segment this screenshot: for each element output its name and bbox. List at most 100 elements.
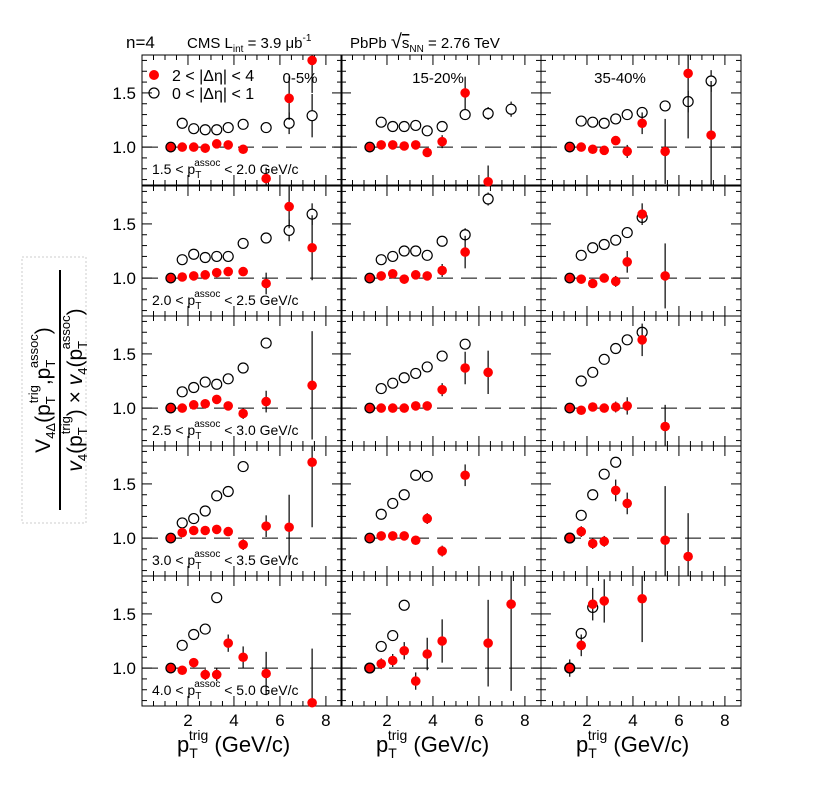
filled-point — [460, 363, 470, 373]
filled-point — [284, 93, 294, 104]
filled-point — [399, 403, 410, 413]
panel-frame — [340, 445, 542, 577]
filled-point — [410, 401, 421, 411]
filled-point — [576, 142, 587, 152]
filled-point — [307, 380, 317, 391]
legend-open-marker — [148, 87, 160, 99]
open-point — [410, 367, 422, 380]
system-label: PbPb √sNN = 2.76 TeV — [350, 31, 500, 55]
open-point — [459, 338, 471, 350]
open-point — [482, 193, 494, 205]
filled-point — [410, 535, 421, 546]
filled-point — [660, 146, 670, 157]
filled-point — [223, 526, 234, 537]
filled-point — [622, 146, 633, 157]
panel-frame — [540, 445, 742, 577]
filled-point — [188, 657, 199, 668]
open-point — [176, 254, 188, 266]
panel-r1-c2 — [540, 185, 742, 317]
open-point — [387, 377, 399, 389]
open-point — [375, 116, 387, 128]
filled-point — [165, 532, 177, 544]
panel-frame — [540, 54, 742, 186]
filled-point — [211, 669, 222, 680]
panel-r1-c1 — [340, 185, 542, 317]
filled-point — [637, 209, 647, 219]
open-point — [199, 505, 211, 517]
panel-frame — [540, 185, 742, 317]
open-point — [659, 100, 671, 112]
filled-point — [188, 400, 199, 410]
filled-point — [483, 638, 493, 648]
filled-point — [211, 139, 222, 149]
open-point — [237, 460, 249, 473]
filled-point — [364, 532, 376, 544]
centrality-label-2: 35-40% — [594, 70, 646, 87]
legend-filled-marker — [149, 70, 159, 80]
y-tick-label: 1.0 — [112, 269, 136, 288]
filled-point — [238, 266, 248, 277]
open-point — [188, 381, 200, 394]
filled-point — [422, 401, 433, 411]
filled-point — [610, 135, 621, 146]
filled-point — [376, 403, 387, 413]
x-tick-label: 2 — [582, 711, 591, 730]
open-point — [587, 242, 599, 254]
filled-point — [307, 242, 317, 253]
y-axis-label-box — [21, 256, 87, 524]
open-point — [575, 249, 587, 261]
y-tick-label: 1.0 — [112, 399, 136, 418]
open-point — [436, 120, 448, 133]
open-point — [188, 628, 200, 641]
panel-r3-c2 — [540, 445, 742, 577]
panel-grid: 1.0 1.5 1.5 < pTassoc < 2.0 GeV/c 1.0 1.5 2.0… — [112, 54, 742, 761]
filled-point — [238, 652, 248, 663]
filled-point — [200, 398, 211, 409]
filled-point — [422, 147, 433, 158]
filled-point — [364, 141, 376, 153]
open-point — [421, 249, 433, 261]
filled-point — [399, 141, 410, 151]
filled-point — [587, 144, 598, 155]
open-point — [211, 490, 223, 502]
filled-point — [564, 662, 576, 674]
filled-point — [376, 658, 387, 669]
open-point — [410, 119, 422, 132]
filled-point — [587, 278, 598, 289]
y-tick-label: 1.5 — [112, 84, 136, 103]
filled-point — [238, 539, 248, 550]
filled-point — [637, 335, 647, 345]
filled-point — [576, 274, 587, 284]
filled-point — [610, 276, 621, 287]
filled-point — [284, 522, 294, 533]
open-point — [211, 378, 223, 390]
open-point — [188, 248, 200, 260]
filled-point — [200, 270, 211, 280]
open-point — [575, 115, 587, 127]
open-point — [587, 489, 599, 501]
open-point — [436, 235, 448, 247]
open-point — [621, 226, 633, 239]
open-point — [222, 121, 234, 134]
open-point — [598, 353, 610, 365]
filled-point — [483, 176, 493, 187]
x-tick-label: 4 — [229, 711, 238, 730]
legend-open-label: 0 < |Δη| < 1 — [172, 86, 254, 103]
open-point — [387, 629, 399, 642]
x-tick-label: 4 — [628, 711, 637, 730]
open-point — [621, 334, 633, 346]
filled-point — [387, 531, 398, 541]
filled-point — [376, 140, 387, 150]
filled-point — [660, 271, 670, 281]
filled-point — [223, 266, 234, 277]
filled-point — [399, 531, 410, 541]
filled-point — [307, 457, 317, 468]
filled-point — [177, 527, 188, 538]
panel-frame — [340, 315, 542, 447]
filled-point — [587, 538, 598, 549]
filled-point — [599, 403, 610, 413]
x-tick-label: 8 — [321, 711, 330, 730]
filled-point — [622, 257, 633, 267]
filled-point — [622, 401, 633, 411]
